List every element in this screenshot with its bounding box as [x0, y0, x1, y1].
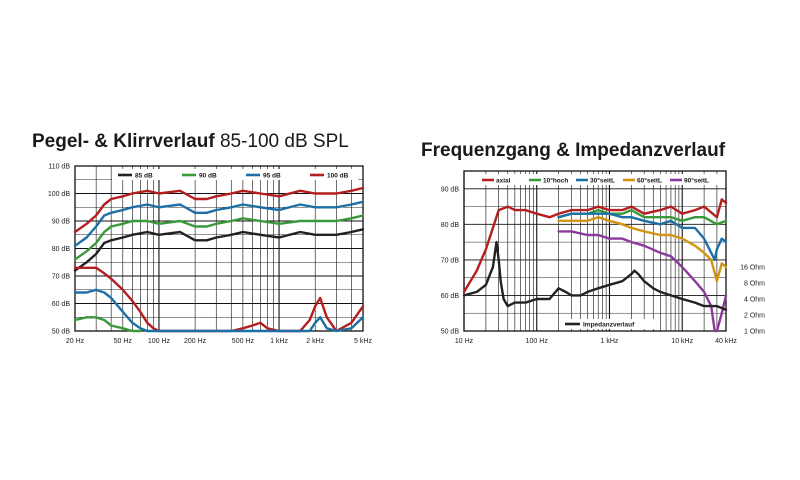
right-y-tick-label: 70 dB	[441, 257, 460, 264]
right-x-tick-label: 40 kHz	[715, 338, 737, 345]
left-series-90-db	[73, 214, 365, 261]
right-series-60-seitl	[557, 215, 728, 283]
left-x-tick-label: 2 kHz	[306, 338, 324, 345]
right-legend-label: 10°hoch	[543, 176, 568, 184]
left-chart-title-bold: Pegel- & Klirrverlauf	[32, 131, 215, 152]
right-chart-title: Frequenzgang & Impedanzverlauf	[421, 140, 726, 161]
left-series-85-db	[73, 228, 365, 272]
right-y-tick-label: 50 dB	[441, 329, 460, 336]
left-x-tick-label: 20 Hz	[66, 338, 85, 345]
right-legend-label: axial	[496, 177, 511, 184]
right-x-tick-label: 10 kHz	[671, 338, 693, 345]
impedance-axis-label: 8 Ohm	[744, 281, 765, 288]
right-x-tick-label: 1 kHz	[601, 338, 619, 345]
right-series-impedanzverlauf	[462, 240, 728, 311]
left-y-tick-label: 90 dB	[52, 219, 71, 226]
left-y-tick-label: 100 dB	[48, 191, 71, 198]
left-x-tick-label: 500 Hz	[232, 338, 255, 345]
left-series-100-db	[73, 186, 365, 234]
left-y-tick-label: 110 dB	[48, 164, 70, 171]
right-legend-label: 30°seitL	[590, 176, 615, 184]
left-legend-label: 95 dB	[263, 172, 281, 179]
impedance-axis-label: 4 Ohm	[744, 297, 765, 304]
left-legend-label: 100 dB	[327, 172, 349, 179]
right-plot-frame	[463, 170, 727, 332]
left-y-tick-label: 80 dB	[52, 246, 71, 253]
left-series-distortion-6	[73, 316, 142, 333]
right-legend-label: 60°seitL	[637, 176, 662, 184]
impedance-legend-box	[560, 319, 660, 329]
right-series-axial	[462, 198, 728, 294]
right-y-tick-label: 60 dB	[441, 293, 460, 300]
left-series-distortion-4	[73, 266, 365, 333]
left-x-tick-label: 100 Hz	[148, 338, 171, 345]
right-x-tick-label: 100 Hz	[526, 338, 549, 345]
impedance-axis-label: 16 Ohm	[740, 265, 765, 272]
left-legend-label: 90 dB	[199, 172, 217, 179]
left-series-distortion-5	[73, 288, 365, 333]
right-y-tick-label: 80 dB	[441, 222, 460, 229]
left-x-tick-label: 200 Hz	[184, 338, 207, 345]
left-legend-label: 85 dB	[135, 172, 153, 179]
impedance-axis-label: 1 Ohm	[744, 329, 765, 336]
impedance-axis-label: 2 Ohm	[744, 313, 765, 320]
right-x-tick-label: 10 Hz	[455, 338, 474, 345]
left-chart-title: Pegel- & Klirrverlauf 85-100 dB SPL	[32, 131, 349, 153]
right-legend-label: 90°seitL	[684, 176, 709, 184]
left-legend-box	[112, 169, 358, 180]
left-chart-title-regular: 85-100 dB SPL	[214, 131, 349, 152]
left-y-tick-label: 50 dB	[52, 329, 71, 336]
left-x-tick-label: 50 Hz	[114, 338, 133, 345]
right-y-tick-label: 90 dB	[441, 186, 460, 193]
left-series-95-db	[73, 200, 365, 248]
right-series-90-seitl	[557, 230, 728, 333]
impedance-legend-label: Impedanzverlauf	[583, 322, 635, 329]
left-x-tick-label: 1 kHz	[270, 338, 288, 345]
left-x-tick-label: 5 kHz	[354, 338, 372, 345]
left-y-tick-label: 70 dB	[52, 274, 71, 281]
left-y-tick-label: 60 dB	[52, 301, 71, 308]
right-series-30-seitl	[557, 212, 728, 262]
right-legend-box	[478, 174, 724, 185]
